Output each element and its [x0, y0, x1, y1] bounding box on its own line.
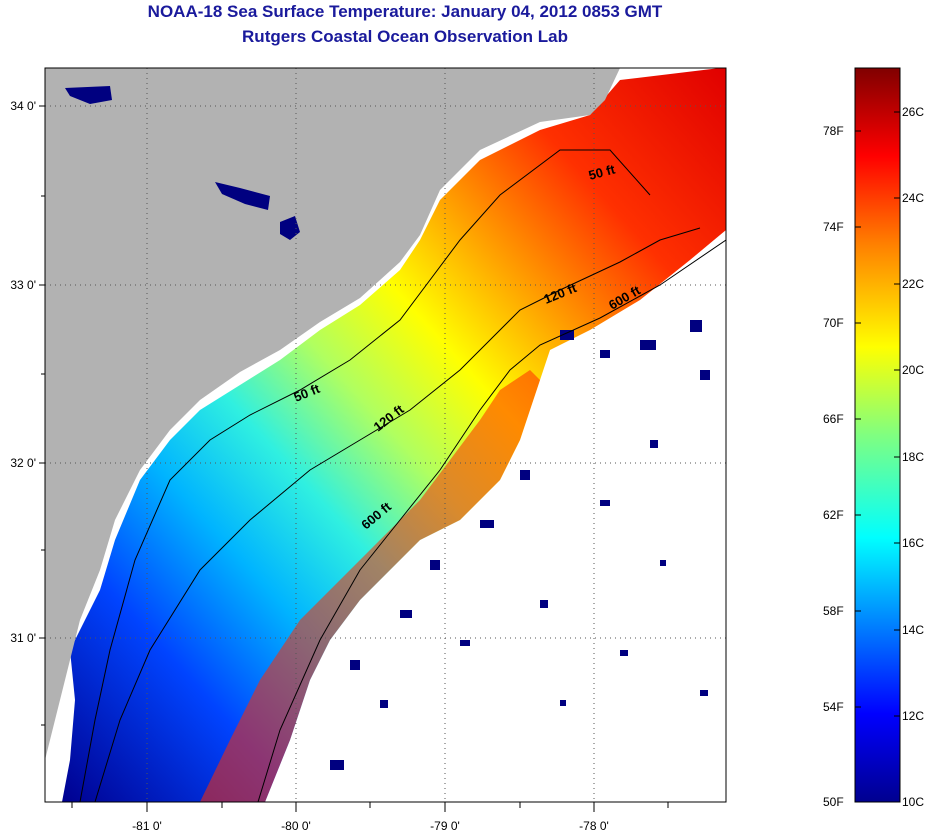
contour-50ft [79, 149, 651, 802]
inland-reservoir [280, 216, 300, 240]
y-tick-label: 32 0' [10, 456, 36, 470]
colorbar-c-label: 10C [902, 795, 924, 809]
gulf-stream-band [200, 370, 540, 802]
colorbar-f-label: 66F [823, 412, 844, 426]
colorbar-c-label: 20C [902, 363, 924, 377]
lake-moultrie [215, 182, 270, 210]
colorbar: 78F 74F 70F 66F 62F 58F 54F 50F 26C 24C … [823, 67, 924, 809]
map-subtitle: Rutgers Coastal Ocean Observation Lab [242, 27, 568, 46]
colorbar-c-label: 14C [902, 623, 924, 637]
sst-field [62, 68, 726, 802]
colorbar-f-label: 70F [823, 316, 844, 330]
colorbar-scale [854, 67, 901, 803]
map-plot-area [45, 68, 726, 802]
colorbar-c-label: 16C [902, 536, 924, 550]
lake-marion [65, 86, 112, 104]
colorbar-f-label: 54F [823, 700, 844, 714]
colorbar-c-label: 18C [902, 450, 924, 464]
colorbar-f-label: 74F [823, 220, 844, 234]
y-tick-label: 31 0' [10, 631, 36, 645]
colorbar-c-label: 12C [902, 709, 924, 723]
land-mass [45, 68, 620, 760]
colorbar-f-label: 78F [823, 124, 844, 138]
depth-contours [79, 149, 726, 802]
x-tick-label: -79 0' [430, 819, 460, 832]
x-tick-label: -80 0' [281, 819, 311, 832]
cloud-mask [330, 320, 710, 770]
colorbar-c-label: 26C [902, 105, 924, 119]
y-tick-label: 34 0' [10, 99, 36, 113]
colorbar-f-label: 62F [823, 508, 844, 522]
y-axis-ticks [39, 105, 45, 726]
contour-label-50ft-north: 50 ft [587, 161, 617, 183]
colorbar-c-label: 22C [902, 277, 924, 291]
graticule [45, 68, 726, 802]
x-axis-ticks [71, 802, 669, 812]
colorbar-f-label: 50F [823, 795, 844, 809]
contour-600ft [257, 239, 726, 802]
colorbar-f-label: 58F [823, 604, 844, 618]
colorbar-c-label: 24C [902, 191, 924, 205]
x-tick-label: -78 0' [579, 819, 609, 832]
plot-frame [44, 67, 727, 803]
contour-120ft [94, 227, 701, 802]
colorbar-ticks [855, 111, 900, 717]
map-title: NOAA-18 Sea Surface Temperature: January… [147, 2, 663, 21]
y-tick-label: 33 0' [10, 278, 36, 292]
x-tick-label: -81 0' [132, 819, 162, 832]
